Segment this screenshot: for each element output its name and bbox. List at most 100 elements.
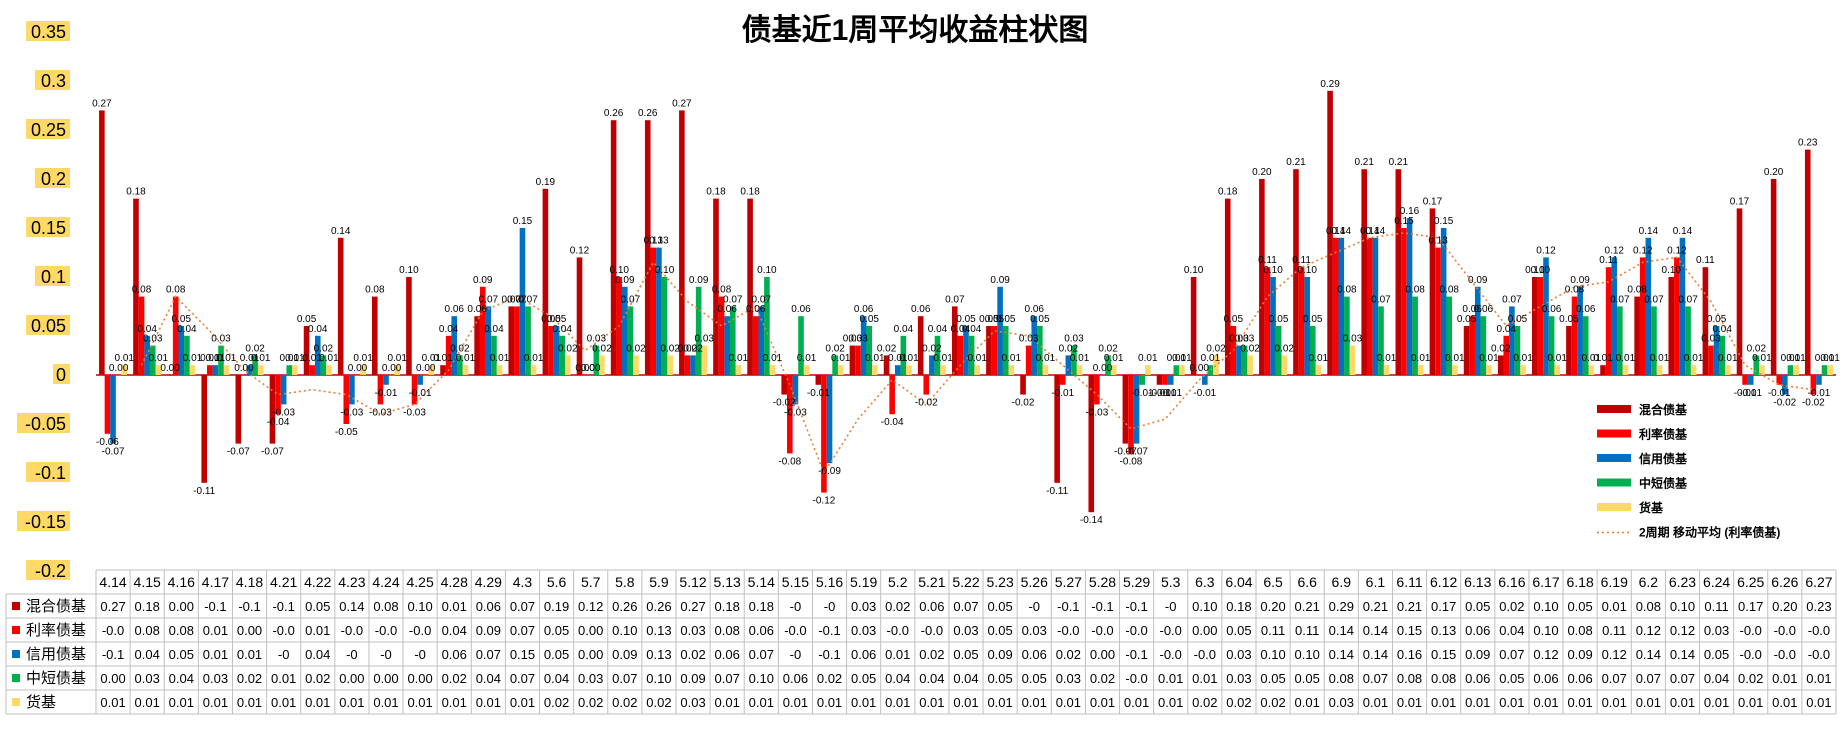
- table-cell: -0.1: [1125, 647, 1147, 662]
- bar-1-2: [172, 296, 179, 375]
- table-cell: 0.01: [817, 695, 842, 710]
- chart-title: 债基近1周平均收益柱状图: [742, 14, 1089, 47]
- legend-swatch: [1597, 429, 1631, 438]
- data-label: -0.01: [409, 388, 432, 399]
- bar-3-23: [900, 335, 907, 375]
- table-cell: 0.02: [1056, 647, 1081, 662]
- table-cell: 0.02: [578, 695, 603, 710]
- y-tick-label-bg: [26, 21, 70, 41]
- data-label: 0.01: [1445, 353, 1465, 364]
- table-cell: 0.09: [612, 647, 637, 662]
- table-category-label: 4.29: [475, 574, 502, 590]
- bar-1-32: [1196, 375, 1203, 376]
- table-cell: 0.10: [1295, 647, 1320, 662]
- data-label: 0.01: [1650, 353, 1670, 364]
- table-category-label: 5.6: [547, 574, 567, 590]
- table-cell: 0.03: [135, 671, 160, 686]
- table-cell: -0.1: [272, 599, 294, 614]
- table-cell: 0.01: [1806, 671, 1831, 686]
- table-cell: 0.01: [1499, 695, 1524, 710]
- table-cell: 0.05: [1295, 671, 1320, 686]
- bar-3-49: [1787, 365, 1794, 375]
- table-cell: 0.06: [715, 647, 740, 662]
- bar-1-30: [1128, 375, 1134, 454]
- bar-1-25: [957, 335, 964, 375]
- data-label: 0.10: [757, 265, 777, 276]
- data-label: -0.07: [261, 447, 284, 458]
- table-cell: 0.17: [1431, 599, 1456, 614]
- table-cell: 0.09: [1465, 647, 1490, 662]
- bar-0-14: [576, 257, 583, 375]
- bar-3-16: [661, 277, 668, 375]
- bar-2-0: [110, 375, 116, 444]
- data-label: 0.04: [439, 324, 459, 335]
- data-label: 0.02: [678, 343, 698, 354]
- data-label: 0.02: [1206, 343, 1226, 354]
- bar-3-41: [1514, 326, 1521, 375]
- table-cell: 0.07: [1670, 671, 1695, 686]
- data-label: 0.05: [297, 314, 317, 325]
- table-cell: 0.07: [510, 671, 535, 686]
- legend-swatch: [1597, 454, 1631, 462]
- data-label: 0.15: [1434, 216, 1454, 227]
- bar-4-1: [155, 365, 162, 375]
- table-cell: 0.03: [578, 671, 603, 686]
- table-category-label: 6.1: [1366, 574, 1386, 590]
- table-cell: -0.0: [1740, 623, 1762, 638]
- table-cell: 0.02: [1260, 695, 1285, 710]
- data-label: 0.09: [615, 275, 635, 286]
- table-cell: 0.05: [1022, 671, 1047, 686]
- bar-2-34: [1270, 277, 1276, 375]
- bar-4-18: [735, 365, 742, 375]
- table-cell: 0.11: [1295, 623, 1319, 638]
- data-label: 0.03: [1343, 334, 1363, 345]
- data-label: 0.26: [638, 108, 658, 119]
- table-cell: 0.02: [1226, 695, 1251, 710]
- data-label: 0.10: [1184, 265, 1204, 276]
- bar-2-46: [1679, 237, 1686, 375]
- data-label: 0.05: [172, 314, 192, 325]
- bar-0-24: [917, 316, 924, 375]
- data-label: 0.02: [592, 343, 612, 354]
- bar-3-47: [1719, 335, 1725, 375]
- data-label: 0.01: [1036, 353, 1056, 364]
- bar-3-17: [695, 286, 702, 375]
- table-category-label: 6.13: [1464, 574, 1491, 590]
- data-label: 0.14: [1360, 226, 1380, 237]
- data-label: 0.06: [791, 304, 811, 315]
- data-label: 0.27: [672, 98, 692, 109]
- data-label: 0.07: [752, 294, 772, 305]
- data-label: -0.07: [227, 447, 250, 458]
- bar-3-21: [832, 355, 838, 375]
- bar-3-25: [968, 335, 975, 375]
- table-cell: 0.13: [646, 623, 671, 638]
- bar-0-29: [1088, 375, 1095, 513]
- table-category-label: 5.15: [782, 574, 809, 590]
- table-cell: 0.08: [1567, 623, 1592, 638]
- table-cell: 0.21: [1397, 599, 1422, 614]
- table-cell: -0.0: [1808, 647, 1830, 662]
- table-cell: 0.01: [1090, 695, 1115, 710]
- bar-4-9: [428, 365, 435, 375]
- bar-1-1: [138, 296, 145, 375]
- data-label: 0.09: [473, 275, 493, 286]
- table-cell: -0.0: [1057, 623, 1079, 638]
- bar-2-25: [963, 326, 969, 375]
- table-cell: 0.07: [953, 599, 978, 614]
- data-label: 0.01: [831, 353, 851, 364]
- table-cell: 0.05: [987, 671, 1012, 686]
- data-label: 0.14: [331, 226, 351, 237]
- bar-3-0: [115, 375, 122, 376]
- table-cell: 0.03: [203, 671, 228, 686]
- table-cell: -0.0: [102, 623, 124, 638]
- table-cell: 0.12: [578, 599, 603, 614]
- table-cell: 0.10: [407, 599, 432, 614]
- data-label: 0.16: [1400, 206, 1420, 217]
- table-category-label: 4.3: [513, 574, 533, 590]
- data-label: -0.14: [1080, 515, 1103, 526]
- table-category-label: 4.23: [338, 574, 365, 590]
- data-label: 0.01: [387, 353, 407, 364]
- table-cell: 0.01: [885, 647, 910, 662]
- bar-1-45: [1639, 257, 1646, 375]
- trendline-layer: [140, 232, 1814, 475]
